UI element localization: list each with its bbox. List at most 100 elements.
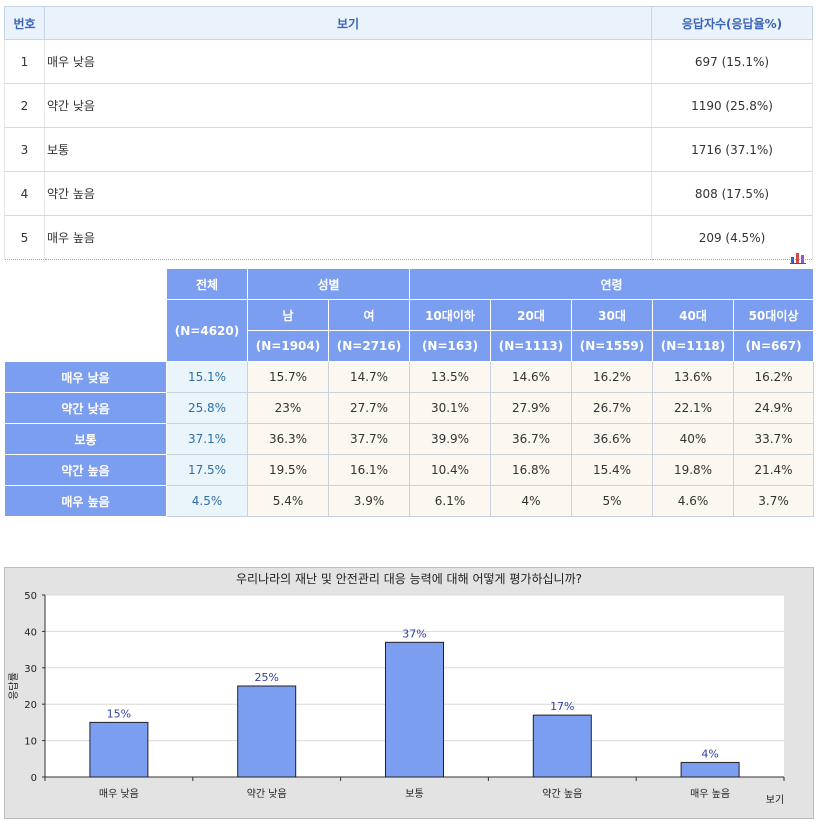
age-col-n: (N=1559) — [571, 330, 653, 362]
total-header: 전체 — [166, 268, 248, 300]
gender-col-n: (N=2716) — [328, 330, 410, 362]
x-tick-label: 약간 낮음 — [247, 788, 287, 800]
crosstab-row: 매우 높음 4.5% 5.4% 3.9% 6.1% 4% 5% 4.6% 3.7% — [4, 485, 814, 517]
crosstab-row-label: 약간 높음 — [4, 454, 167, 486]
summary-header-row: 번호 보기 응답자수(응답율%) — [4, 6, 813, 40]
crosstab-value-cell: 5% — [571, 485, 653, 517]
crosstab-value-cell: 30.1% — [409, 392, 491, 424]
bar-chart-icon[interactable] — [790, 251, 806, 264]
crosstab-value-cell: 16.8% — [490, 454, 572, 486]
row-option: 매우 낮음 — [44, 39, 652, 84]
summary-row: 3 보통 1716 (37.1%) — [4, 127, 813, 172]
row-option: 약간 높음 — [44, 171, 652, 216]
y-tick-label: 0 — [31, 773, 37, 784]
bar-value-label: 25% — [254, 671, 278, 684]
y-tick-label: 40 — [24, 627, 37, 638]
crosstab-value-cell: 27.9% — [490, 392, 572, 424]
crosstab-value-cell: 13.5% — [409, 361, 491, 393]
crosstab-value-cell: 36.3% — [247, 423, 329, 455]
age-col-label: 50대이상 — [733, 299, 814, 331]
crosstab-value-cell: 26.7% — [571, 392, 653, 424]
bar-value-label: 15% — [107, 707, 131, 720]
bar-value-label: 37% — [402, 627, 426, 640]
header-option: 보기 — [44, 6, 652, 40]
crosstab-value-cell: 15.4% — [571, 454, 653, 486]
bar — [237, 685, 297, 778]
crosstab-value-cell: 10.4% — [409, 454, 491, 486]
y-tick-label: 10 — [24, 737, 37, 748]
age-col-n: (N=1118) — [652, 330, 734, 362]
bar — [89, 721, 149, 778]
summary-row: 4 약간 높음 808 (17.5%) — [4, 171, 813, 216]
crosstab-row-label: 보통 — [4, 423, 167, 455]
crosstab-value-cell: 4% — [490, 485, 572, 517]
row-number: 1 — [4, 39, 45, 84]
gender-col-n: (N=1904) — [247, 330, 329, 362]
bar — [532, 714, 592, 778]
crosstab-value-cell: 36.6% — [571, 423, 653, 455]
crosstab-total-cell: 25.8% — [166, 392, 248, 424]
crosstab-row: 약간 낮음 25.8% 23% 27.7% 30.1% 27.9% 26.7% 22.1% 24… — [4, 392, 814, 424]
crosstab-total-cell: 17.5% — [166, 454, 248, 486]
crosstab-value-cell: 16.2% — [571, 361, 653, 393]
crosstab-value-cell: 19.8% — [652, 454, 734, 486]
crosstab-total-cell: 4.5% — [166, 485, 248, 517]
bar — [680, 761, 740, 778]
crosstab-value-cell: 19.5% — [247, 454, 329, 486]
crosstab-value-cell: 5.4% — [247, 485, 329, 517]
x-tick-label: 보통 — [405, 788, 423, 800]
crosstab-value-cell: 15.7% — [247, 361, 329, 393]
row-count: 808 (17.5%) — [651, 171, 813, 216]
x-tick-label: 매우 높음 — [690, 788, 730, 800]
age-col-n: (N=1113) — [490, 330, 572, 362]
x-tick-label: 약간 높음 — [542, 788, 582, 800]
age-col-n: (N=163) — [409, 330, 491, 362]
crosstab-row-label: 매우 낮음 — [4, 361, 167, 393]
row-option: 매우 높음 — [44, 215, 652, 260]
row-count: 209 (4.5%) — [651, 215, 813, 260]
summary-row: 1 매우 낮음 697 (15.1%) — [4, 39, 813, 84]
crosstab-total-cell: 37.1% — [166, 423, 248, 455]
crosstab-value-cell: 14.7% — [328, 361, 410, 393]
crosstab-row: 보통 37.1% 36.3% 37.7% 39.9% 36.7% 36.6% 40% 33.7% — [4, 423, 814, 455]
crosstab-value-cell: 27.7% — [328, 392, 410, 424]
row-number: 4 — [4, 171, 45, 216]
crosstab-value-cell: 40% — [652, 423, 734, 455]
row-option: 보통 — [44, 127, 652, 172]
age-col-label: 20대 — [490, 299, 572, 331]
age-col-label: 30대 — [571, 299, 653, 331]
row-option: 약간 낮음 — [44, 83, 652, 128]
age-col-label: 40대 — [652, 299, 734, 331]
age-header: 연령 — [409, 268, 814, 300]
bar-value-label: 4% — [701, 747, 718, 760]
crosstab-value-cell: 16.2% — [733, 361, 814, 393]
x-tick-label: 매우 낮음 — [99, 788, 139, 800]
gender-col-label: 여 — [328, 299, 410, 331]
summary-body: 1 매우 낮음 697 (15.1%) 2 약간 낮음 1190 (25.8%) 3 보통 17… — [4, 39, 813, 260]
gender-header: 성별 — [247, 268, 410, 300]
crosstab-table: 전체 성별 연령 (N=4620) 남 여 10대이하 20대 30대 40대 50대이상 … — [4, 268, 814, 517]
y-axis-label: 응답률 — [8, 672, 20, 700]
crosstab-value-cell: 13.6% — [652, 361, 734, 393]
y-tick-label: 20 — [24, 700, 37, 711]
header-no: 번호 — [4, 6, 45, 40]
crosstab-value-cell: 6.1% — [409, 485, 491, 517]
crosstab-value-cell: 22.1% — [652, 392, 734, 424]
total-n: (N=4620) — [166, 299, 248, 362]
crosstab-value-cell: 4.6% — [652, 485, 734, 517]
crosstab-value-cell: 36.7% — [490, 423, 572, 455]
x-axis-label: 보기 — [766, 794, 784, 806]
crosstab-row: 약간 높음 17.5% 19.5% 16.1% 10.4% 16.8% 15.4% 19.8%… — [4, 454, 814, 486]
crosstab-value-cell: 16.1% — [328, 454, 410, 486]
header-count: 응답자수(응답율%) — [651, 6, 813, 40]
y-tick-label: 50 — [24, 591, 37, 602]
crosstab-value-cell: 24.9% — [733, 392, 814, 424]
summary-row: 2 약간 낮음 1190 (25.8%) — [4, 83, 813, 128]
crosstab-value-cell: 3.9% — [328, 485, 410, 517]
crosstab-value-cell: 39.9% — [409, 423, 491, 455]
crosstab-value-cell: 33.7% — [733, 423, 814, 455]
bar-chart-svg: 우리나라의 재난 및 안전관리 대응 능력에 대해 어떻게 평가하십니까? 0 10… — [8, 572, 785, 806]
y-tick-label: 30 — [24, 664, 37, 675]
response-summary-table: 번호 보기 응답자수(응답율%) 1 매우 낮음 697 (15.1%) 2 약간 낮음… — [4, 6, 813, 260]
row-count: 1716 (37.1%) — [651, 127, 813, 172]
